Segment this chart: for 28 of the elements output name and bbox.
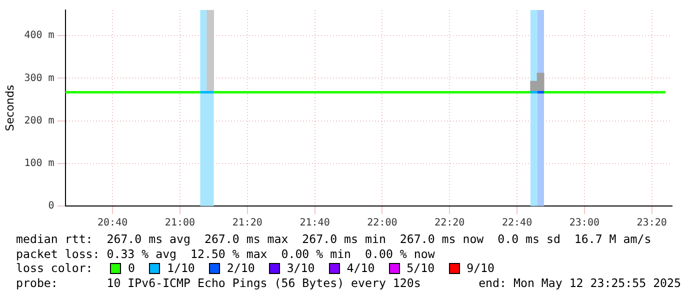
text: median rtt: 267.0 ms avg 267.0 ms max 267.0 ms min 267.0 ms now 0.0 ms sd 16.7 M am/s [16,232,652,246]
legend-label: 9/10 [466,261,495,276]
legend-label: 2/10 [226,261,255,276]
y-tick-label: 400 m [24,30,54,42]
y-tick-label: 0 [48,200,54,212]
y-tick-label: 300 m [24,72,54,84]
x-tick-label: 22:00 [367,218,398,229]
legend-label: 5/10 [406,261,435,276]
x-tick-label: 21:00 [164,218,196,229]
x-tick-label: 22:20 [434,218,465,229]
legend-title: loss color: [16,261,94,276]
legend-label: 3/10 [286,261,315,276]
legend-label: 1/10 [166,261,195,276]
y-tick-label: 100 m [24,158,54,169]
bar [206,10,214,93]
x-tick-label: 21:20 [232,218,262,229]
y-tick-label: 200 m [24,115,54,126]
legend-label: 0 [128,261,135,276]
x-tick-label: 20:40 [98,218,128,229]
text: probe: 10 IPv6-ICMP Echo Pings (56 Bytes) every 120s [16,276,421,290]
y-axis-title: Seconds [3,84,16,132]
x-tick-label: 21:40 [300,218,330,229]
legend-label: 4/10 [346,261,375,276]
x-tick-label: 22:40 [502,218,532,229]
text: packet loss: 0.33 % avg 12.50 % max 0.00 % min 0.00 % now [16,246,436,261]
x-tick-label: 23:20 [636,218,667,229]
x-tick-label: 23:00 [569,218,600,229]
text: end: Mon May 12 23:25:55 2025 [478,276,681,290]
